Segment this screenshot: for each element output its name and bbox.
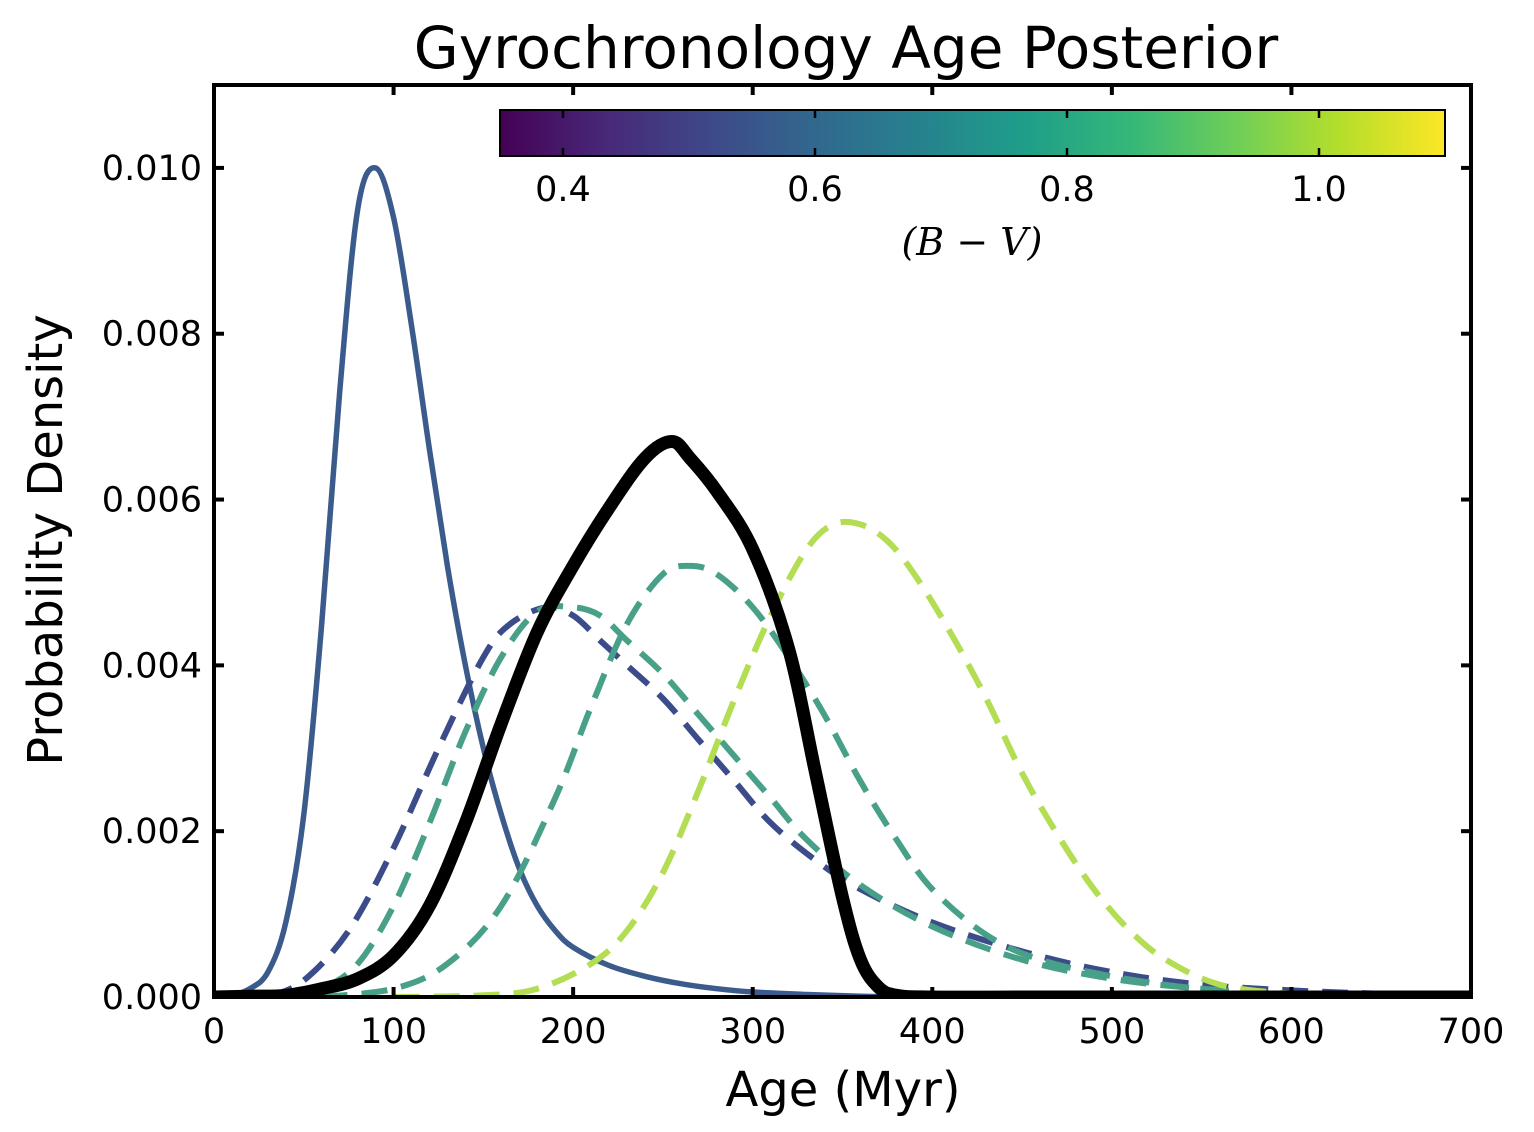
y-axis-label: Probability Density — [18, 314, 74, 765]
colorbar-gradient — [499, 109, 1446, 157]
colorbar-label: (B − V) — [901, 220, 1042, 264]
series-line-4 — [321, 562, 1471, 997]
colorbar-tick-label: 0.4 — [535, 170, 591, 210]
series-line-2 — [266, 604, 1471, 997]
x-tick-label: 400 — [899, 1012, 966, 1052]
y-tick-label: 0.004 — [102, 646, 202, 686]
colorbar-tick-label: 0.6 — [787, 170, 843, 210]
colorbar-tick-label: 0.8 — [1039, 170, 1095, 210]
y-tick-label: 0.008 — [102, 315, 202, 355]
colorbar-ticks: 0.4 0.6 0.8 1.0 — [535, 110, 1347, 210]
ticks-layer: 0 100 200 300 400 500 600 700 0.000 0.002 0.004 0.0… — [102, 85, 1505, 1052]
chart-title: Gyrochronology Age Posterior — [414, 14, 1279, 82]
series-line-3 — [285, 603, 1471, 997]
series-layer — [214, 165, 1471, 997]
x-tick-label: 600 — [1258, 1012, 1325, 1052]
x-tick-label: 500 — [1078, 1012, 1145, 1052]
plot-frame — [212, 83, 1473, 999]
x-tick-label: 100 — [360, 1012, 427, 1052]
y-tick-label: 0.010 — [102, 149, 202, 189]
x-tick-label: 0 — [203, 1012, 225, 1052]
y-tick-label: 0.006 — [102, 481, 202, 521]
x-tick-label: 200 — [540, 1012, 607, 1052]
x-tick-label: 300 — [719, 1012, 786, 1052]
x-tick-label: 700 — [1438, 1012, 1505, 1052]
y-tick-label: 0.002 — [102, 812, 202, 852]
series-line-6 — [214, 435, 1471, 997]
colorbar: 0.4 0.6 0.8 1.0 (B − V) — [499, 109, 1446, 264]
x-axis-label: Age (Myr) — [725, 1062, 960, 1118]
y-tick-label: 0.000 — [102, 978, 202, 1018]
series-line-5 — [393, 518, 1471, 997]
colorbar-tick-label: 1.0 — [1291, 170, 1347, 210]
series-line-1 — [214, 165, 897, 997]
